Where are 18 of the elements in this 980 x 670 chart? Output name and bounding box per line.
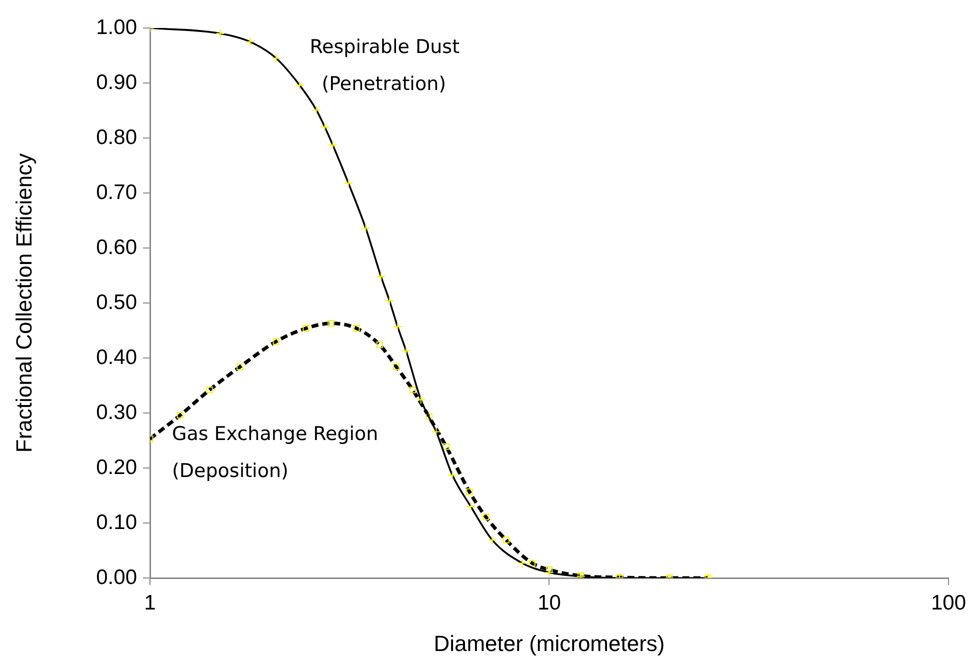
y-tick-label: 0.10 — [96, 510, 137, 534]
y-tick-label: 0.90 — [96, 70, 137, 94]
x-tick-label: 1 — [144, 591, 156, 614]
x-tick-label: 100 — [930, 591, 966, 614]
y-tick-label: 0.40 — [96, 346, 137, 369]
y-tick-label: 0.50 — [96, 290, 137, 314]
y-tick-label: 0.60 — [96, 236, 137, 259]
x-tick-label: 10 — [538, 591, 561, 614]
y-tick-label: 0.00 — [96, 566, 137, 589]
annotation: Respirable Dust (Penetration) — [310, 36, 460, 95]
annotation: Gas Exchange Region (Deposition) — [172, 422, 378, 482]
y-tick-label: 0.70 — [96, 180, 137, 204]
y-tick-label: 0.30 — [96, 400, 137, 424]
y-tick-label: 0.80 — [96, 126, 137, 149]
y-axis-title: Fractional Collection Efficiency — [11, 153, 36, 453]
y-tick-label: 1.00 — [96, 16, 137, 39]
y-tick-label: 0.20 — [96, 456, 137, 479]
x-axis-title: Diameter (micrometers) — [434, 630, 665, 656]
